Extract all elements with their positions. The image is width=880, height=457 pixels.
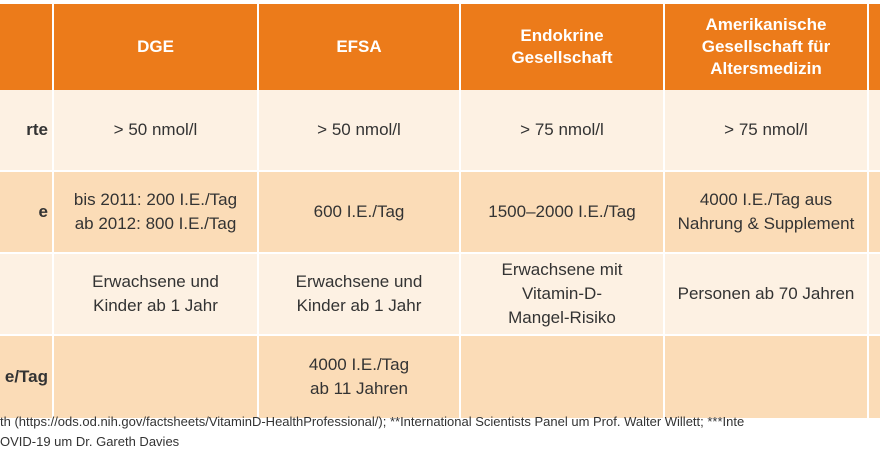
table-cell: > 75 nmol/l — [520, 120, 604, 139]
table-cell: 600 I.E./Tag — [313, 202, 405, 221]
table-cell: Personen ab 70 Jahren — [677, 284, 855, 303]
table-row: e bis 2011: 200 I.E./Tag ab 2012: 800 I.… — [0, 172, 880, 252]
table-cell: Erwachsene und Kinder ab 1 Jahr — [295, 272, 423, 315]
footnote: th (https://ods.od.nih.gov/factsheets/Vi… — [0, 412, 880, 452]
table-row: e/Tag 4000 I.E./Tag ab 11 Jahren — [0, 336, 880, 418]
table-row: Erwachsene und Kinder ab 1 Jahr Erwachse… — [0, 254, 880, 334]
header-label-cell — [0, 4, 52, 90]
vitamin-d-comparison-table: DGE EFSA Endokrine Gesellschaft Amerikan… — [0, 4, 880, 418]
table-cell: 4000 I.E./Tag aus Nahrung & Supplement — [677, 190, 855, 233]
table-cell: > 50 nmol/l — [113, 120, 198, 139]
table-cell — [461, 336, 663, 418]
header-efsa: EFSA — [336, 37, 382, 56]
table-row: rte > 50 nmol/l > 50 nmol/l > 75 nmol/l … — [0, 90, 880, 170]
row-label — [0, 254, 52, 334]
table-cell — [665, 336, 867, 418]
table-header-row: DGE EFSA Endokrine Gesellschaft Amerikan… — [0, 4, 880, 90]
header-amerikanische-gesellschaft: Amerikanische Gesellschaft für Altersmed… — [701, 15, 831, 78]
row-label: e/Tag — [4, 367, 48, 386]
table-cell: Erwachsene mit Vitamin-D- Mangel-Risiko — [501, 260, 623, 327]
table-cell: > 75 nmol/l — [724, 120, 808, 139]
footnote-line-2: OVID-19 um Dr. Gareth Davies — [0, 434, 180, 449]
row-label: rte — [26, 120, 48, 139]
table-cell: 4000 I.E./Tag ab 11 Jahren — [308, 355, 410, 398]
footnote-line-1: th (https://ods.od.nih.gov/factsheets/Vi… — [0, 414, 745, 429]
table-cell: Erwachsene und Kinder ab 1 Jahr — [92, 272, 219, 315]
table-cell: 1500–2000 I.E./Tag — [488, 202, 636, 221]
header-dge: DGE — [137, 37, 174, 56]
table-cell — [54, 336, 257, 418]
header-endokrine-gesellschaft: Endokrine Gesellschaft — [511, 26, 613, 67]
table-cell: bis 2011: 200 I.E./Tag ab 2012: 800 I.E.… — [73, 190, 238, 233]
table-cell: > 50 nmol/l — [317, 120, 401, 139]
row-label: e — [38, 202, 48, 221]
